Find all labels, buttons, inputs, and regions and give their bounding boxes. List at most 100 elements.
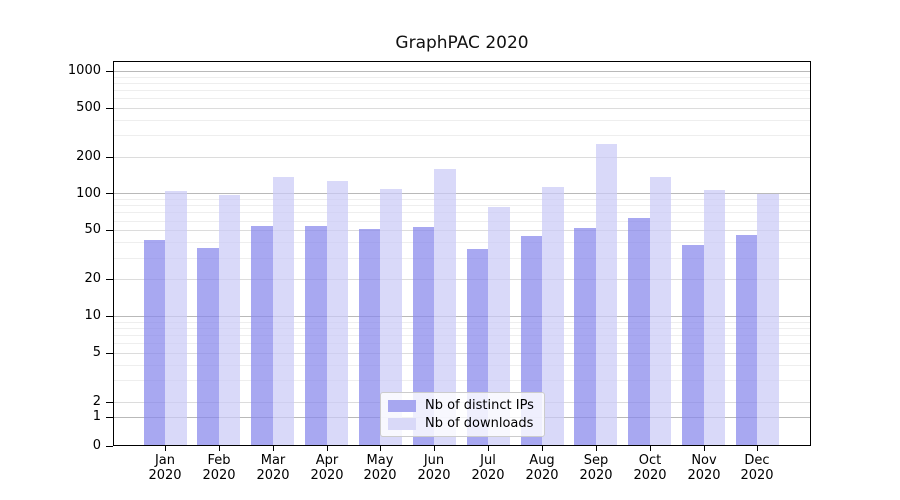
legend-item: Nb of downloads [388, 416, 537, 431]
x-tick-mark [165, 446, 166, 451]
gridline [114, 108, 810, 109]
gridline [114, 316, 810, 317]
legend: Nb of distinct IPs Nb of downloads [380, 392, 545, 437]
x-tick-label: Jul 2020 [458, 453, 518, 483]
gridline [114, 365, 810, 366]
x-tick-year: 2020 [525, 468, 559, 483]
y-tick-mark [106, 108, 113, 109]
bar-distinct-ips-mar [251, 226, 273, 445]
x-tick-mark [273, 446, 274, 451]
x-tick-year: 2020 [148, 468, 182, 483]
x-tick-label: Feb 2020 [189, 453, 249, 483]
bar-distinct-ips-dec [735, 234, 758, 445]
x-tick-month: Oct [638, 453, 662, 468]
y-tick-label: 500 [76, 99, 101, 115]
x-tick-year: 2020 [471, 468, 505, 483]
x-tick-year: 2020 [579, 468, 613, 483]
x-tick-mark [704, 446, 705, 451]
y-tick-label: 20 [84, 271, 101, 287]
chart-title: GraphPAC 2020 [395, 33, 529, 53]
gridline [114, 322, 810, 323]
x-tick-label: May 2020 [350, 453, 410, 483]
y-tick-label: 50 [84, 222, 101, 238]
x-tick-month: Sep [583, 453, 609, 468]
x-tick-label: Dec 2020 [727, 453, 787, 483]
gridline [114, 258, 810, 259]
x-tick-month: Nov [691, 453, 717, 468]
y-tick-mark [106, 193, 113, 194]
x-tick-label: Jun 2020 [404, 453, 464, 483]
bar-distinct-ips-sep [574, 228, 596, 445]
y-tick-label: 1 [92, 409, 101, 424]
y-tick-label: 10 [84, 308, 101, 323]
bar-downloads-jul [488, 206, 510, 445]
x-tick-year: 2020 [310, 468, 344, 483]
gridline [114, 193, 810, 194]
bar-downloads-may [380, 188, 402, 445]
x-tick-mark [380, 446, 381, 451]
bar-distinct-ips-apr [305, 226, 327, 445]
bar-downloads-jan [165, 190, 187, 445]
x-tick-label: Nov 2020 [674, 453, 734, 483]
gridline [114, 77, 810, 78]
x-tick-mark [219, 446, 220, 451]
y-tick-label: 1000 [67, 63, 101, 78]
y-tick-mark [106, 157, 113, 158]
y-tick-mark [106, 417, 113, 418]
gridline [114, 353, 810, 354]
x-tick-month: Jan [154, 453, 176, 468]
bar-downloads-oct [649, 176, 672, 445]
bar-distinct-ips-feb [197, 247, 219, 445]
gridline [114, 221, 810, 222]
gridline [114, 328, 810, 329]
x-tick-year: 2020 [633, 468, 667, 483]
legend-label: Nb of downloads [425, 416, 534, 431]
gridline [114, 120, 810, 121]
gridline [114, 71, 810, 72]
legend-swatch-icon [388, 399, 416, 412]
gridline [114, 343, 810, 344]
y-tick-mark [106, 279, 113, 280]
y-tick-mark [106, 316, 113, 317]
gridline [114, 279, 810, 280]
bar-downloads-apr [326, 181, 349, 445]
x-tick-label: Sep 2020 [566, 453, 626, 483]
x-tick-mark [327, 446, 328, 451]
x-tick-month: Apr [315, 453, 339, 468]
bar-distinct-ips-may [358, 229, 381, 445]
bar-downloads-aug [542, 186, 564, 445]
x-tick-year: 2020 [256, 468, 290, 483]
x-tick-month: Mar [260, 453, 286, 468]
legend-item: Nb of distinct IPs [388, 398, 537, 413]
gridline [114, 199, 810, 200]
x-tick-year: 2020 [363, 468, 397, 483]
x-tick-label: Aug 2020 [512, 453, 572, 483]
x-tick-mark [488, 446, 489, 451]
y-tick-mark [106, 353, 113, 354]
x-tick-month: Aug [529, 453, 555, 468]
legend-label: Nb of distinct IPs [425, 398, 534, 413]
gridline [114, 212, 810, 213]
gridline [114, 380, 810, 381]
plot-area [113, 61, 811, 446]
x-tick-mark [650, 446, 651, 451]
y-tick-mark [106, 402, 113, 403]
x-tick-label: Jan 2020 [135, 453, 195, 483]
x-tick-month: May [366, 453, 394, 468]
x-tick-label: Oct 2020 [620, 453, 680, 483]
gridline [114, 90, 810, 91]
x-tick-label: Apr 2020 [297, 453, 357, 483]
bar-downloads-feb [218, 194, 241, 445]
gridline [114, 157, 810, 158]
x-tick-mark [596, 446, 597, 451]
bar-distinct-ips-jan [143, 239, 165, 445]
gridline [114, 230, 810, 231]
y-tick-mark [106, 230, 113, 231]
gridline [114, 98, 810, 99]
y-tick-label: 0 [92, 437, 101, 453]
x-tick-year: 2020 [740, 468, 774, 483]
x-tick-mark [434, 446, 435, 451]
gridline [114, 335, 810, 336]
y-tick-mark [106, 446, 113, 447]
